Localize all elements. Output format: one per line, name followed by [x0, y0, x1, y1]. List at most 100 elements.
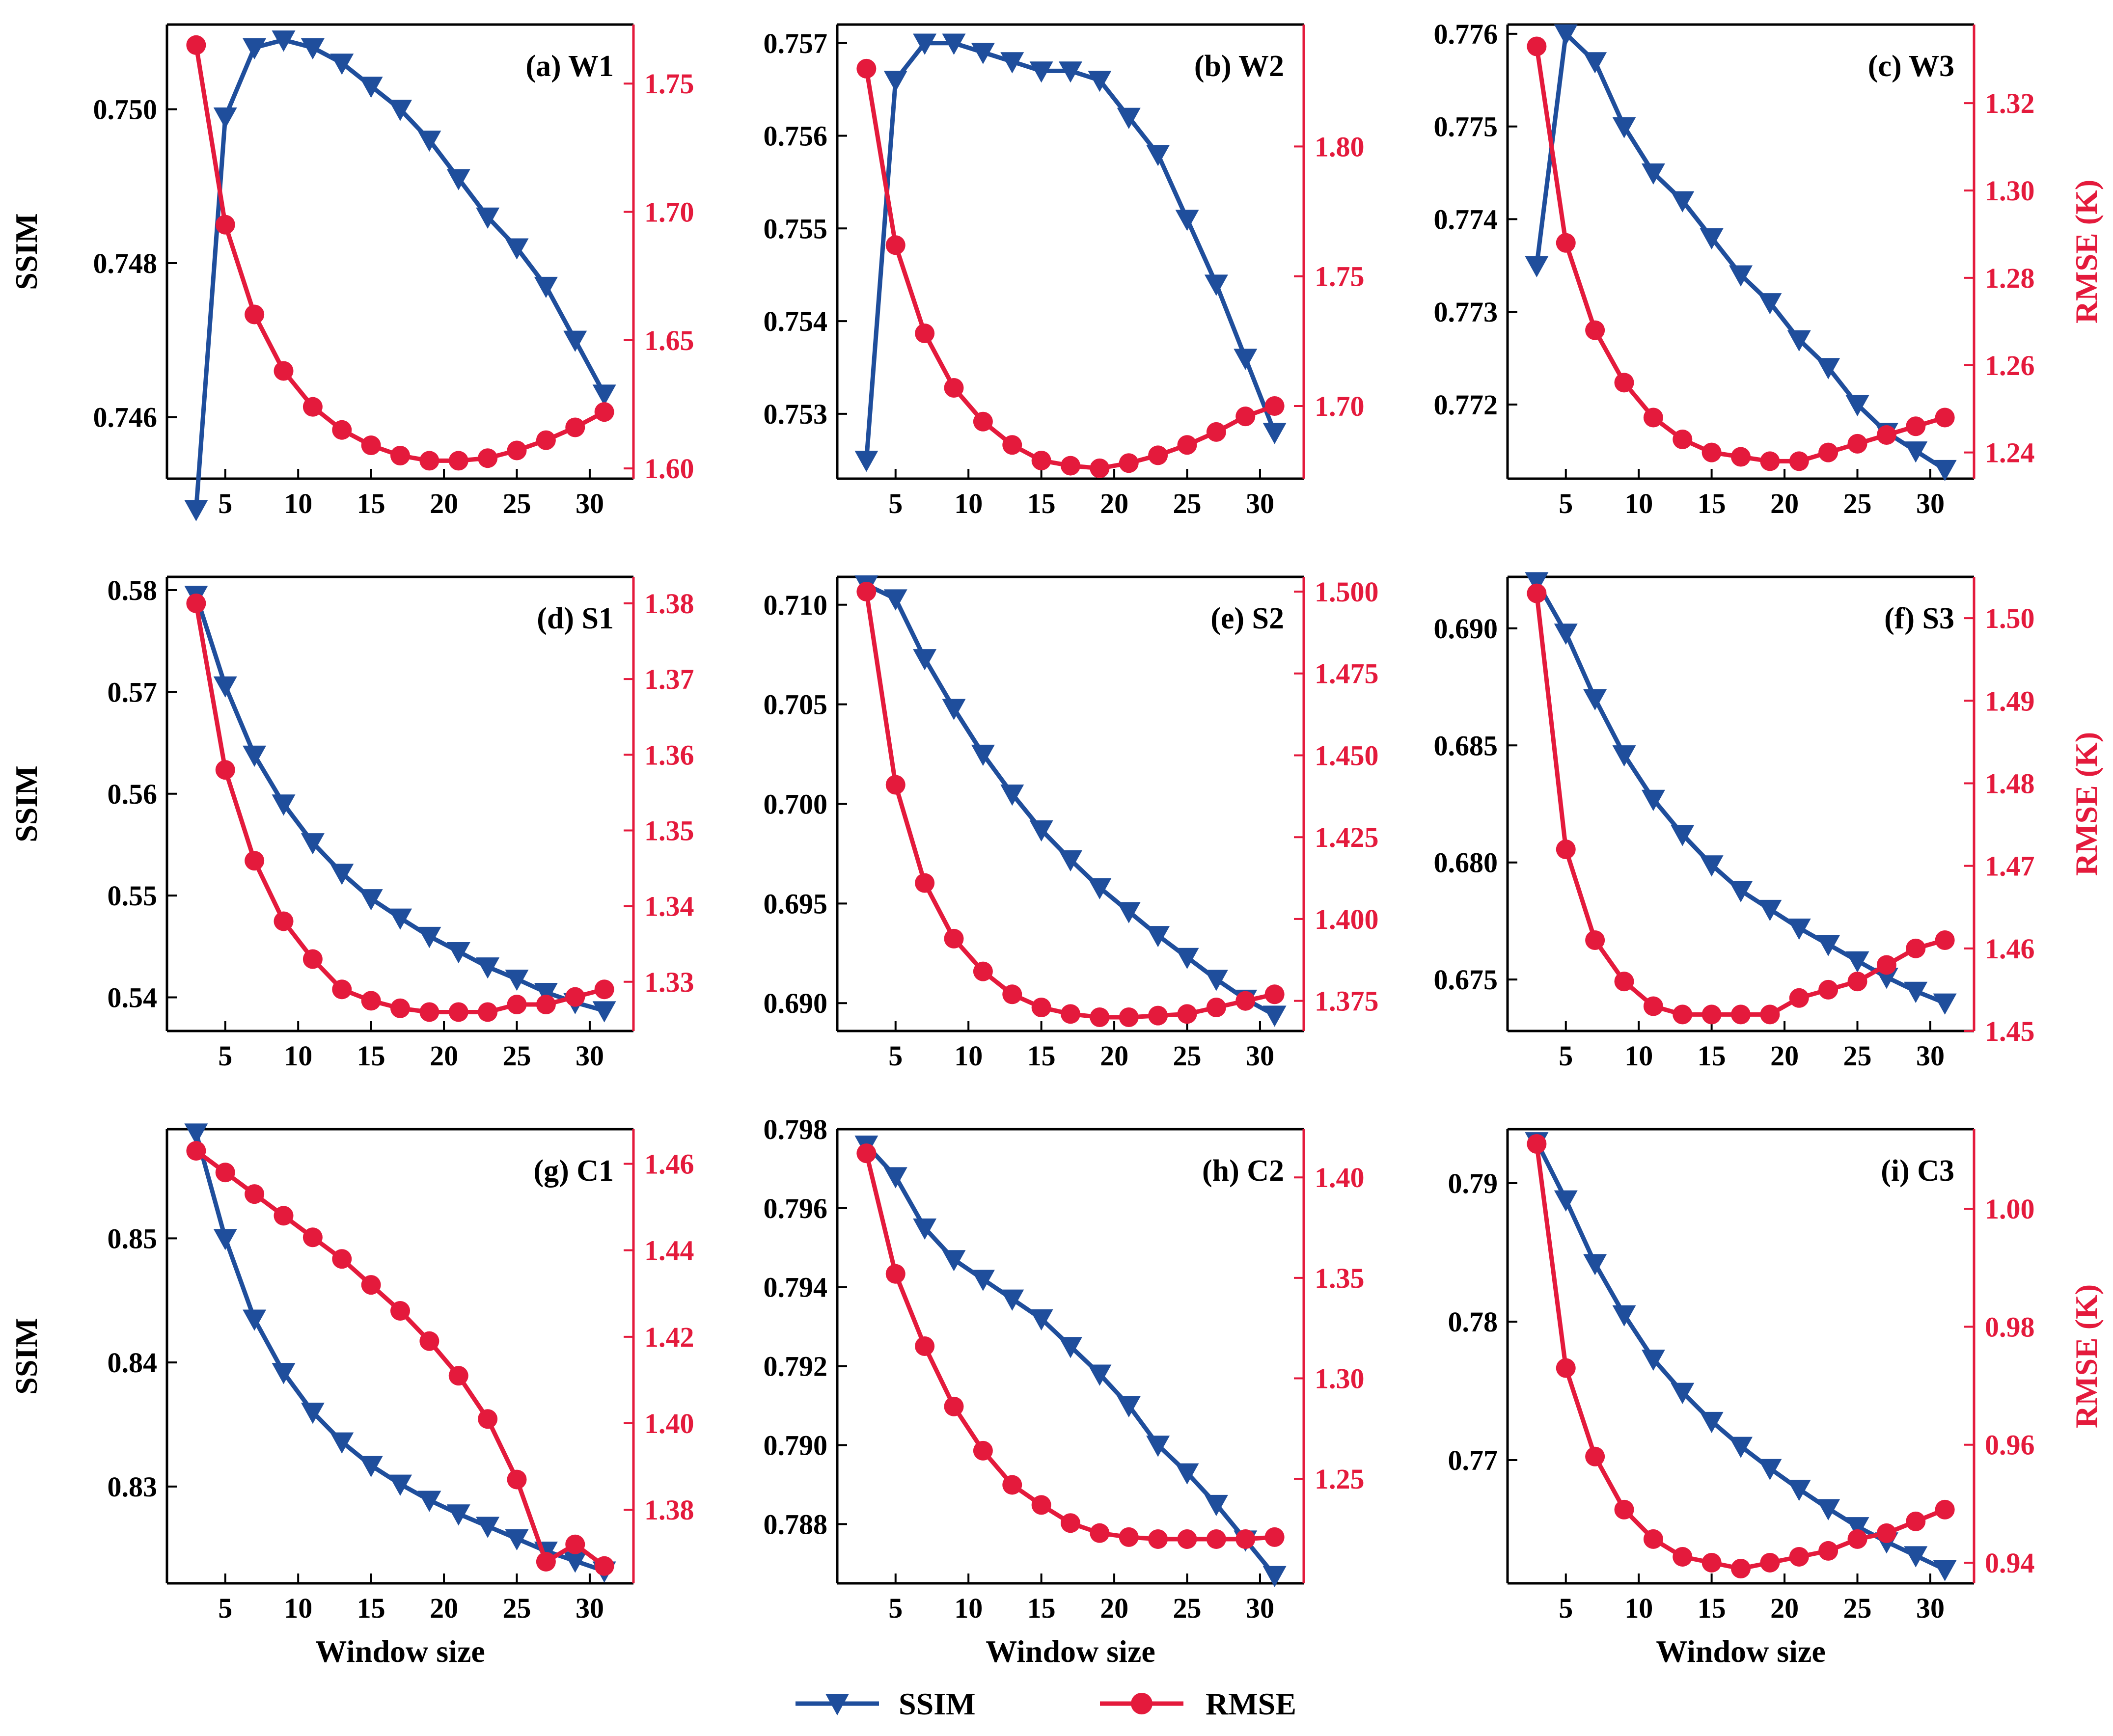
ssim-point — [1671, 191, 1695, 213]
rmse-point — [565, 417, 585, 437]
y2-axis-label: RMSE (K) — [2069, 732, 2104, 876]
ssim-point — [243, 38, 267, 60]
rmse-point — [215, 215, 235, 235]
panel-title: (i) C3 — [1881, 1154, 1954, 1188]
ssim-point — [1904, 441, 1928, 463]
ssim-point — [1059, 850, 1082, 872]
panel-title: (a) W1 — [525, 50, 614, 83]
ssim-point — [1845, 951, 1869, 973]
ssim-point — [1874, 968, 1898, 989]
y-tick-label: 0.772 — [1434, 389, 1498, 421]
panel-title: (b) W2 — [1194, 50, 1284, 83]
y-tick-label: 0.755 — [764, 213, 828, 244]
x-tick-label: 25 — [1173, 1040, 1202, 1072]
legend-rmse-marker — [1131, 1693, 1153, 1714]
ssim-point — [1816, 935, 1840, 956]
rmse-point — [1527, 583, 1547, 603]
rmse-point — [1760, 1552, 1780, 1573]
rmse-point — [1847, 434, 1867, 454]
x-tick-label: 20 — [430, 1040, 458, 1072]
ssim-point — [505, 1529, 529, 1551]
rmse-point — [186, 593, 206, 613]
x-tick-label: 25 — [1173, 488, 1202, 519]
ssim-point — [301, 833, 325, 855]
rmse-point — [1090, 1007, 1110, 1027]
y-tick-label: 0.746 — [93, 402, 158, 434]
rmse-point — [186, 1141, 206, 1161]
rmse-point — [1847, 1529, 1867, 1549]
ssim-point — [534, 276, 558, 298]
x-tick-label: 5 — [1559, 488, 1573, 519]
y-tick-label: 0.84 — [108, 1347, 158, 1379]
ssim-point — [1204, 274, 1228, 296]
ssim-point — [1641, 789, 1665, 811]
y-tick-label: 0.753 — [764, 398, 828, 430]
ssim-point — [476, 207, 500, 229]
x-tick-label: 10 — [954, 1592, 983, 1624]
rmse-point — [274, 911, 294, 931]
x-tick-label: 30 — [1916, 1040, 1945, 1072]
rmse-point — [478, 1409, 498, 1429]
y-tick-label: 0.798 — [764, 1113, 828, 1145]
rmse-point — [1789, 988, 1809, 1008]
rmse-point — [1061, 456, 1080, 476]
ssim-point — [1787, 330, 1811, 352]
ssim-point — [1671, 1383, 1695, 1404]
rmse-point — [856, 58, 877, 79]
rmse-point — [1264, 984, 1285, 1004]
ssim-point — [446, 942, 470, 964]
x-tick-label: 30 — [1916, 488, 1945, 519]
x-tick-label: 30 — [576, 488, 604, 519]
ssim-point — [1787, 919, 1811, 940]
y2-tick-label: 1.47 — [1985, 850, 2035, 882]
y-tick-label: 0.83 — [108, 1471, 158, 1503]
ssim-point — [1000, 1289, 1024, 1311]
rmse-point — [361, 1275, 381, 1295]
rmse-point — [944, 1396, 964, 1416]
rmse-point — [1148, 1529, 1168, 1549]
ssim-point — [446, 1504, 470, 1526]
rmse-point — [361, 435, 381, 456]
y-tick-label: 0.748 — [93, 247, 158, 279]
ssim-point — [272, 30, 296, 52]
rmse-point — [1876, 955, 1896, 975]
ssim-point — [1029, 820, 1053, 842]
rmse-point — [1935, 407, 1955, 428]
rmse-point — [332, 1249, 352, 1269]
rmse-point — [1002, 435, 1022, 455]
ssim-point — [1554, 624, 1578, 645]
ssim-point — [1554, 1190, 1578, 1212]
x-tick-label: 30 — [1246, 1040, 1274, 1072]
ssim-series-line — [194, 594, 605, 1013]
rmse-point — [1177, 1529, 1197, 1549]
rmse-point — [361, 991, 381, 1011]
rmse-point — [1789, 451, 1809, 471]
y2-tick-label: 1.38 — [644, 588, 694, 620]
ssim-point — [913, 649, 937, 671]
legend-ssim-marker — [825, 1694, 849, 1715]
x-tick-label: 10 — [1624, 1040, 1653, 1072]
rmse-point — [594, 979, 614, 1000]
rmse-point — [1760, 451, 1780, 471]
y2-tick-label: 1.26 — [1985, 350, 2035, 381]
y2-tick-label: 1.450 — [1315, 739, 1379, 771]
x-tick-label: 25 — [1173, 1592, 1202, 1624]
ssim-point — [971, 1270, 995, 1291]
x-tick-label: 10 — [284, 488, 312, 519]
y2-tick-label: 1.65 — [644, 325, 694, 356]
ssim-point — [1117, 902, 1141, 923]
y2-tick-label: 0.94 — [1985, 1547, 2035, 1579]
rmse-point — [1906, 1511, 1926, 1531]
ssim-point — [1729, 1437, 1753, 1458]
y2-tick-label: 1.44 — [644, 1235, 694, 1267]
y-tick-label: 0.756 — [764, 120, 828, 152]
ssim-point — [1845, 395, 1869, 416]
ssim-point — [1729, 265, 1753, 287]
ssim-point — [1583, 689, 1607, 710]
ssim-point — [971, 744, 995, 766]
ssim-point — [1554, 24, 1578, 46]
panel-title: (g) C1 — [533, 1154, 614, 1188]
ssim-point — [1146, 145, 1170, 166]
rmse-point — [915, 324, 935, 343]
